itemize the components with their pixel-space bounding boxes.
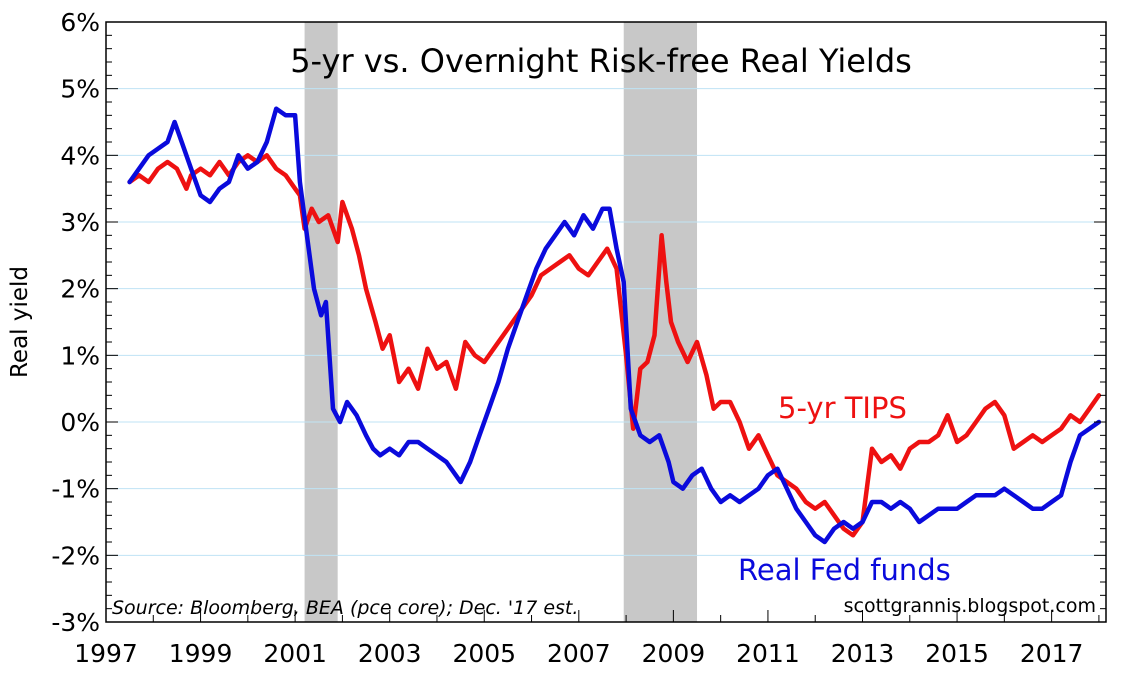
series-line-fedfunds <box>127 106 1102 545</box>
y-tick-label: 4% <box>60 141 100 170</box>
x-tick-label: 2007 <box>547 639 611 668</box>
y-tick-label: 2% <box>60 275 100 304</box>
plot-frame <box>105 21 1107 623</box>
y-tick-label: 0% <box>60 408 100 437</box>
x-tick-label: 2013 <box>831 639 895 668</box>
y-axis-label: Real yield <box>7 266 33 378</box>
x-tick-label: 2017 <box>1020 639 1084 668</box>
x-tick-label: 2015 <box>925 639 989 668</box>
y-tick-label: 3% <box>60 208 100 237</box>
recession-band-1 <box>304 22 338 622</box>
x-tick-label: 2003 <box>358 639 422 668</box>
x-tick-label: 1999 <box>169 639 233 668</box>
y-axis-ticks: 6% 5% 4% 3% 2% 1% 0% -1% -2% -3% <box>51 8 1106 637</box>
recession-band-2 <box>623 22 698 622</box>
x-tick-label: 2001 <box>263 639 327 668</box>
y-tick-label: -3% <box>51 608 100 637</box>
x-tick-label: 2005 <box>452 639 516 668</box>
y-tick-label: 1% <box>60 341 100 370</box>
y-tick-label: -1% <box>51 475 100 504</box>
x-tick-label: 2011 <box>736 639 800 668</box>
x-tick-label: 1997 <box>74 639 138 668</box>
recession-bands <box>304 22 698 622</box>
blog-credit: scottgrannis.blogspot.com <box>844 595 1096 617</box>
y-tick-label: -2% <box>51 541 100 570</box>
y-tick-label: 5% <box>60 75 100 104</box>
x-axis-ticks: 1997 1999 2001 2003 2005 2007 2009 2011 2013 2015… <box>74 610 1100 668</box>
series-line-tips <box>127 153 1102 538</box>
x-tick-label: 2009 <box>642 639 706 668</box>
series-lines <box>127 106 1102 545</box>
chart-title: 5-yr vs. Overnight Risk-free Real Yields <box>290 42 912 80</box>
series-label-tips: 5-yr TIPS <box>778 391 907 425</box>
source-note: Source: Bloomberg, BEA (pce core); Dec. … <box>112 597 578 619</box>
y-tick-label: 6% <box>60 8 100 37</box>
gridlines <box>106 88 1106 556</box>
series-label-fedfunds: Real Fed funds <box>738 553 951 587</box>
